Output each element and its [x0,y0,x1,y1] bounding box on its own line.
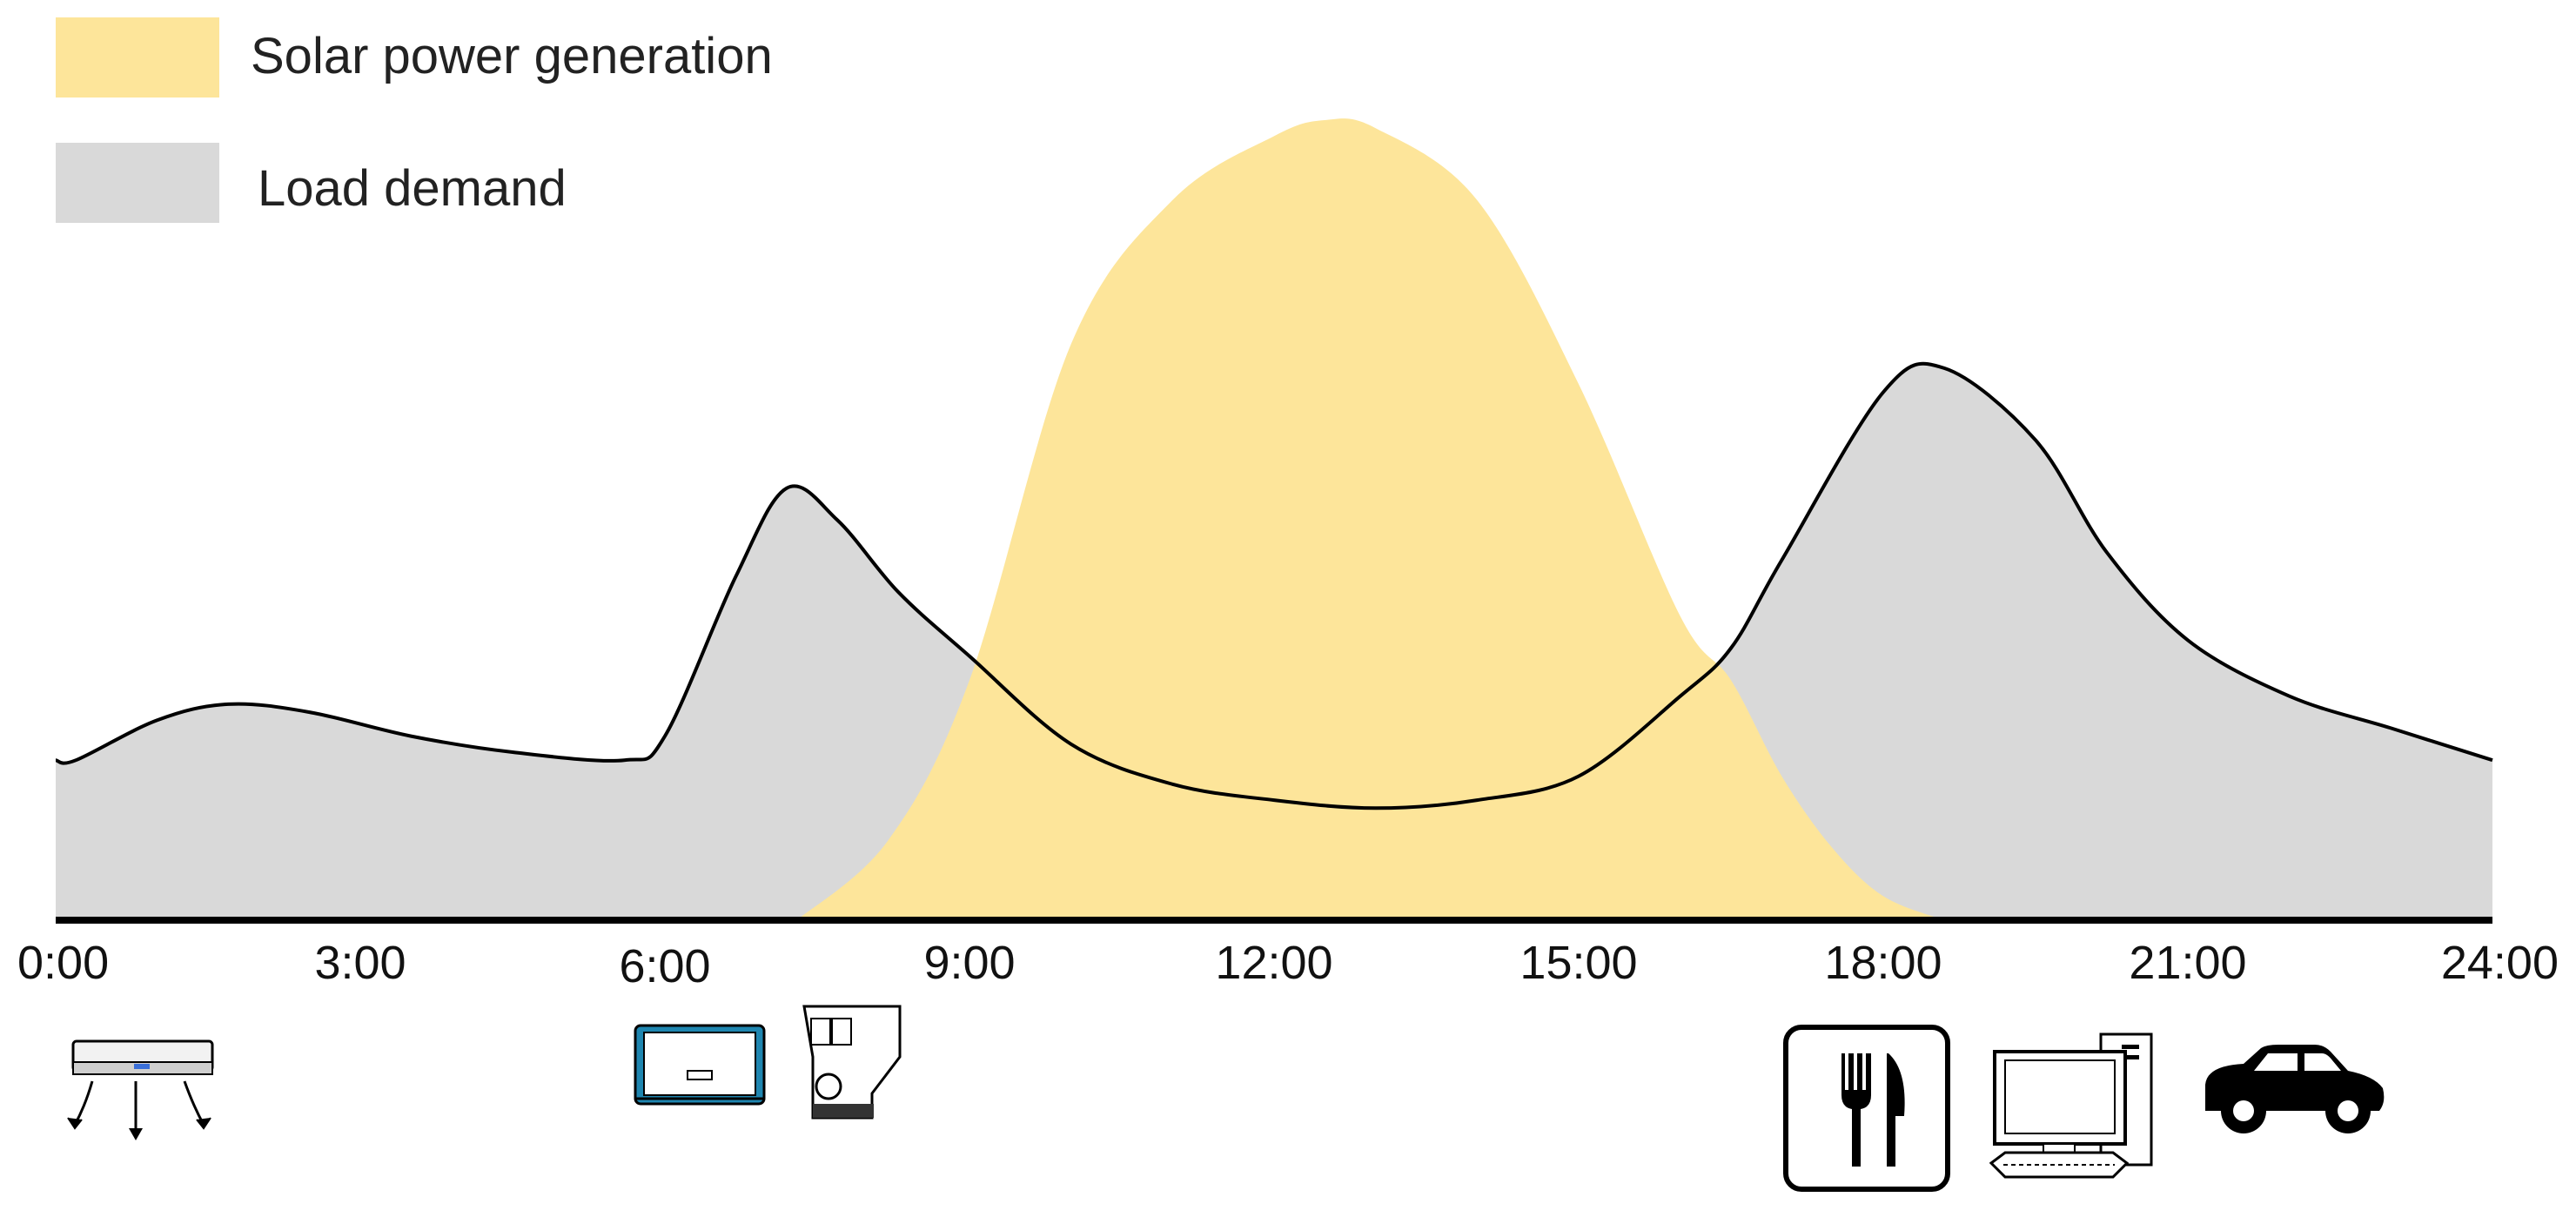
solar-generation-area [796,118,1945,921]
x-axis-ticks: 0:00 3:00 6:00 9:00 12:00 15:00 18:00 21:00 24:0… [17,937,2559,992]
legend-label-load: Load demand [258,160,567,217]
desktop-computer-icon [1989,1032,2153,1179]
x-tick-label: 6:00 [619,940,710,992]
car-icon [2205,1045,2385,1133]
x-tick-label: 15:00 [1519,937,1637,989]
x-tick-label: 3:00 [314,937,406,989]
legend-swatch-solar [56,17,219,98]
legend-swatch-load [56,143,219,223]
air-conditioner-icon [67,1039,214,1140]
washing-machine-icon [634,1024,766,1106]
legend-label-solar: Solar power generation [251,28,773,84]
plot-area [55,118,2493,921]
x-tick-label: 24:00 [2441,937,2559,989]
coffee-machine-icon [802,1005,902,1120]
x-tick-label: 9:00 [923,937,1015,989]
load-demand-area [56,363,2492,920]
x-tick-label: 21:00 [2129,937,2246,989]
legend: Solar power generation Load demand [56,17,773,223]
restaurant-cutlery-icon [1783,1025,1950,1192]
x-tick-label: 18:00 [1824,937,1942,989]
x-tick-label: 12:00 [1215,937,1332,989]
load-demand-line [55,361,2493,810]
x-tick-label: 0:00 [17,937,109,989]
